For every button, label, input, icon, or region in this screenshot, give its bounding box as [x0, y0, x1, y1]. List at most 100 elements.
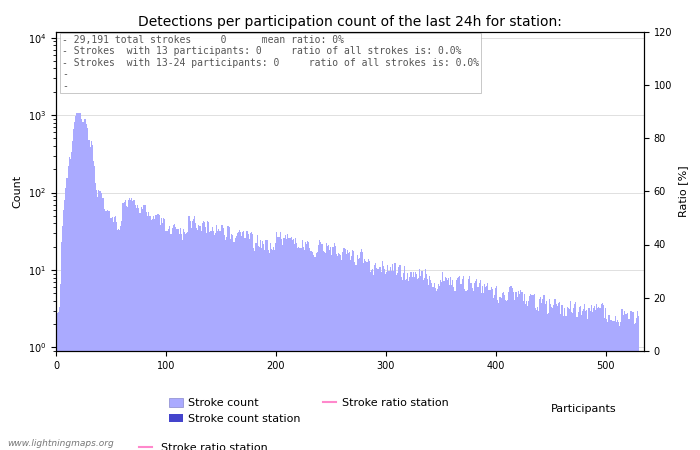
Bar — [158, 214, 159, 450]
Bar — [76, 112, 78, 450]
Bar — [169, 226, 170, 450]
Bar — [70, 159, 71, 450]
Bar — [86, 124, 88, 450]
Bar — [540, 297, 541, 450]
Bar — [313, 255, 314, 450]
Bar — [277, 237, 279, 450]
Bar — [215, 234, 216, 450]
Bar — [174, 224, 175, 450]
Bar — [587, 319, 589, 450]
Bar — [236, 236, 237, 450]
Bar — [258, 246, 259, 450]
Bar — [185, 234, 186, 450]
Bar — [153, 216, 155, 450]
Bar — [634, 324, 635, 450]
Bar — [439, 286, 440, 450]
Bar — [254, 251, 256, 450]
Bar — [281, 239, 282, 450]
Bar — [564, 308, 566, 450]
Bar — [429, 276, 430, 450]
Bar — [252, 234, 253, 450]
Bar — [568, 309, 570, 450]
Bar — [251, 232, 252, 450]
Bar — [253, 248, 254, 450]
Bar — [184, 232, 185, 450]
Bar — [483, 293, 484, 450]
Bar — [631, 310, 633, 450]
Bar — [396, 275, 398, 450]
Bar — [527, 306, 528, 450]
Bar — [225, 240, 226, 450]
Bar — [484, 284, 485, 450]
Bar — [333, 243, 335, 450]
Bar — [116, 222, 117, 450]
Bar — [573, 308, 574, 450]
Bar — [134, 205, 136, 450]
Bar — [517, 297, 518, 450]
Bar — [551, 307, 552, 450]
Bar — [629, 319, 630, 450]
Bar — [130, 200, 132, 450]
Bar — [635, 323, 636, 450]
Bar — [57, 312, 59, 450]
Bar — [626, 314, 627, 450]
Bar — [214, 235, 215, 450]
Bar — [522, 292, 523, 450]
Bar — [162, 223, 163, 450]
Bar — [541, 303, 542, 450]
Bar — [528, 301, 529, 450]
Bar — [350, 260, 351, 450]
Bar — [622, 315, 624, 450]
Bar — [464, 288, 466, 450]
Bar — [447, 280, 448, 450]
Bar — [99, 191, 101, 450]
Bar — [514, 300, 515, 450]
Bar — [428, 285, 429, 450]
Bar — [552, 308, 553, 450]
Bar — [530, 293, 531, 450]
Bar — [393, 270, 394, 450]
Bar — [229, 227, 230, 450]
Bar — [581, 315, 582, 450]
Bar — [273, 248, 274, 450]
Bar — [516, 292, 517, 450]
Bar — [462, 279, 463, 450]
Bar — [262, 241, 263, 450]
Bar — [149, 216, 150, 450]
Bar — [127, 207, 128, 450]
Bar — [136, 205, 138, 450]
Bar — [190, 228, 192, 450]
Bar — [107, 210, 108, 450]
Bar — [414, 277, 415, 450]
Bar — [83, 122, 84, 450]
Bar — [617, 320, 618, 450]
Bar — [407, 273, 408, 450]
Bar — [113, 216, 115, 450]
Bar — [286, 238, 288, 450]
Bar — [290, 237, 292, 450]
Bar — [59, 307, 60, 450]
Bar — [454, 291, 456, 450]
Bar — [440, 280, 441, 450]
Bar — [72, 140, 73, 450]
Bar — [148, 212, 149, 450]
Bar — [382, 261, 383, 450]
Bar — [559, 302, 560, 450]
Bar — [449, 285, 450, 450]
Bar — [211, 227, 213, 450]
Bar — [330, 247, 331, 450]
Bar — [194, 216, 195, 450]
Bar — [331, 256, 332, 450]
Bar — [182, 240, 183, 450]
Bar — [269, 252, 270, 450]
Bar — [480, 280, 481, 450]
Bar — [140, 213, 141, 450]
Bar — [526, 301, 527, 450]
Bar — [231, 234, 232, 450]
Bar — [323, 252, 325, 450]
Bar — [502, 293, 503, 450]
Bar — [338, 253, 339, 450]
Bar — [240, 232, 241, 450]
Bar — [585, 311, 587, 450]
Bar — [558, 303, 559, 450]
